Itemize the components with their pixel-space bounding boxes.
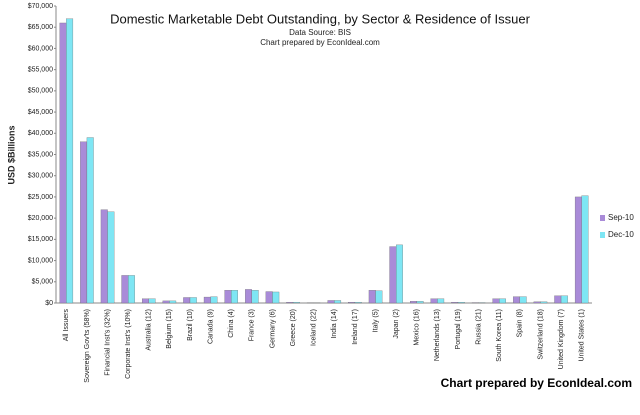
y-tick-label: $5,000 xyxy=(32,279,54,286)
y-tick-label: $50,000 xyxy=(28,88,53,95)
bar xyxy=(581,195,589,304)
bar xyxy=(348,302,356,304)
bar xyxy=(224,290,232,304)
bar xyxy=(100,209,108,304)
bar xyxy=(203,296,211,304)
legend-swatch xyxy=(600,232,605,238)
bar xyxy=(430,298,438,304)
y-tick-label: $15,000 xyxy=(28,236,53,243)
bar xyxy=(245,289,252,304)
legend-label: Dec-10 xyxy=(608,230,634,239)
x-tick-label: Brazil (10) xyxy=(187,309,194,341)
credit: Chart prepared by EconIdeal.com xyxy=(441,376,632,390)
bar xyxy=(574,196,582,304)
x-tick-label: Russia (21) xyxy=(475,309,482,345)
bar xyxy=(437,298,445,304)
bar xyxy=(327,300,335,304)
bar xyxy=(292,302,300,304)
bar xyxy=(59,22,67,304)
x-tick-label: Netherlands (13) xyxy=(434,309,441,361)
x-tick-label: Canada (9) xyxy=(207,309,214,344)
bar xyxy=(86,137,94,304)
x-tick-label: Financial Inst's (32%) xyxy=(104,309,111,376)
bar xyxy=(540,301,548,304)
y-tick-label: $0 xyxy=(45,300,53,307)
x-tick-label: Germany (6) xyxy=(269,309,276,348)
bar xyxy=(396,244,403,304)
x-tick-label: France (3) xyxy=(249,309,256,341)
x-tick-label: United Kingdom (7) xyxy=(558,309,565,369)
bar xyxy=(375,290,383,304)
legend-swatch xyxy=(600,215,605,221)
x-tick-label: Italy (5) xyxy=(372,309,379,332)
bar xyxy=(554,295,562,304)
x-tick-label: Sovereign Gov'ts (58%) xyxy=(84,309,91,383)
bar xyxy=(416,301,424,304)
bar xyxy=(265,291,273,304)
bar xyxy=(80,141,88,304)
bar xyxy=(451,302,459,304)
legend-label: Sep-10 xyxy=(608,213,634,222)
y-tick-label: $35,000 xyxy=(28,151,53,158)
bar xyxy=(148,298,156,304)
bar xyxy=(142,298,149,304)
subtitle: Data Source: BIS xyxy=(289,28,351,37)
x-tick-label: Iceland (22) xyxy=(311,309,318,346)
bar xyxy=(334,300,342,304)
x-tick-label: Portugal (19) xyxy=(455,309,462,349)
y-tick-label: $65,000 xyxy=(28,24,53,31)
x-tick-label: Australia (12) xyxy=(146,309,153,351)
bar xyxy=(183,297,191,304)
y-tick-label: $55,000 xyxy=(28,66,53,73)
bar xyxy=(368,290,376,304)
y-tick-label: $70,000 xyxy=(28,3,53,10)
y-tick-label: $30,000 xyxy=(28,173,53,180)
x-tick-label: South Korea (11) xyxy=(496,309,503,362)
bar xyxy=(513,296,520,304)
x-tick-label: Corporate Inst's (10%) xyxy=(125,309,132,379)
x-tick-label: United States (1) xyxy=(579,309,586,362)
x-tick-label: Mexico (16) xyxy=(414,309,421,346)
bar xyxy=(560,295,568,304)
bar xyxy=(519,296,527,304)
x-tick-label: Belgium (15) xyxy=(166,309,173,349)
y-axis-label: USD $Billions xyxy=(6,125,16,184)
bar xyxy=(457,302,465,304)
x-tick-label: Japan (2) xyxy=(393,309,400,339)
bar xyxy=(533,301,541,304)
y-tick-label: $25,000 xyxy=(28,194,53,201)
x-tick-label: Spain (8) xyxy=(517,309,524,337)
bar xyxy=(286,302,294,304)
bar xyxy=(107,211,115,304)
x-tick-label: India (14) xyxy=(331,309,338,339)
bar xyxy=(189,297,197,304)
y-tick-label: $45,000 xyxy=(28,109,53,116)
bar xyxy=(272,291,280,304)
bar xyxy=(389,246,397,304)
bar xyxy=(162,300,170,304)
y-tick-label: $10,000 xyxy=(28,257,53,264)
x-tick-label: Ireland (17) xyxy=(352,309,359,345)
bar xyxy=(492,298,500,304)
y-tick-label: $20,000 xyxy=(28,215,53,222)
bar xyxy=(354,302,362,304)
bar xyxy=(231,290,238,304)
x-tick-label: All Issuers xyxy=(63,309,70,342)
bar xyxy=(210,296,218,304)
bar xyxy=(121,275,129,304)
chart-title: Domestic Marketable Debt Outstanding, by… xyxy=(110,11,530,26)
bar xyxy=(251,290,259,304)
subtitle: Chart prepared by EconIdeal.com xyxy=(260,38,380,47)
bar xyxy=(128,275,135,304)
y-tick-label: $60,000 xyxy=(28,45,53,52)
x-tick-label: Greece (20) xyxy=(290,309,297,346)
bar xyxy=(169,300,177,304)
x-tick-label: China (4) xyxy=(228,309,235,338)
y-tick-label: $40,000 xyxy=(28,130,53,137)
x-tick-label: Switzerland (18) xyxy=(537,309,544,360)
bar xyxy=(410,301,417,304)
bar xyxy=(499,298,506,304)
bar xyxy=(66,18,74,304)
